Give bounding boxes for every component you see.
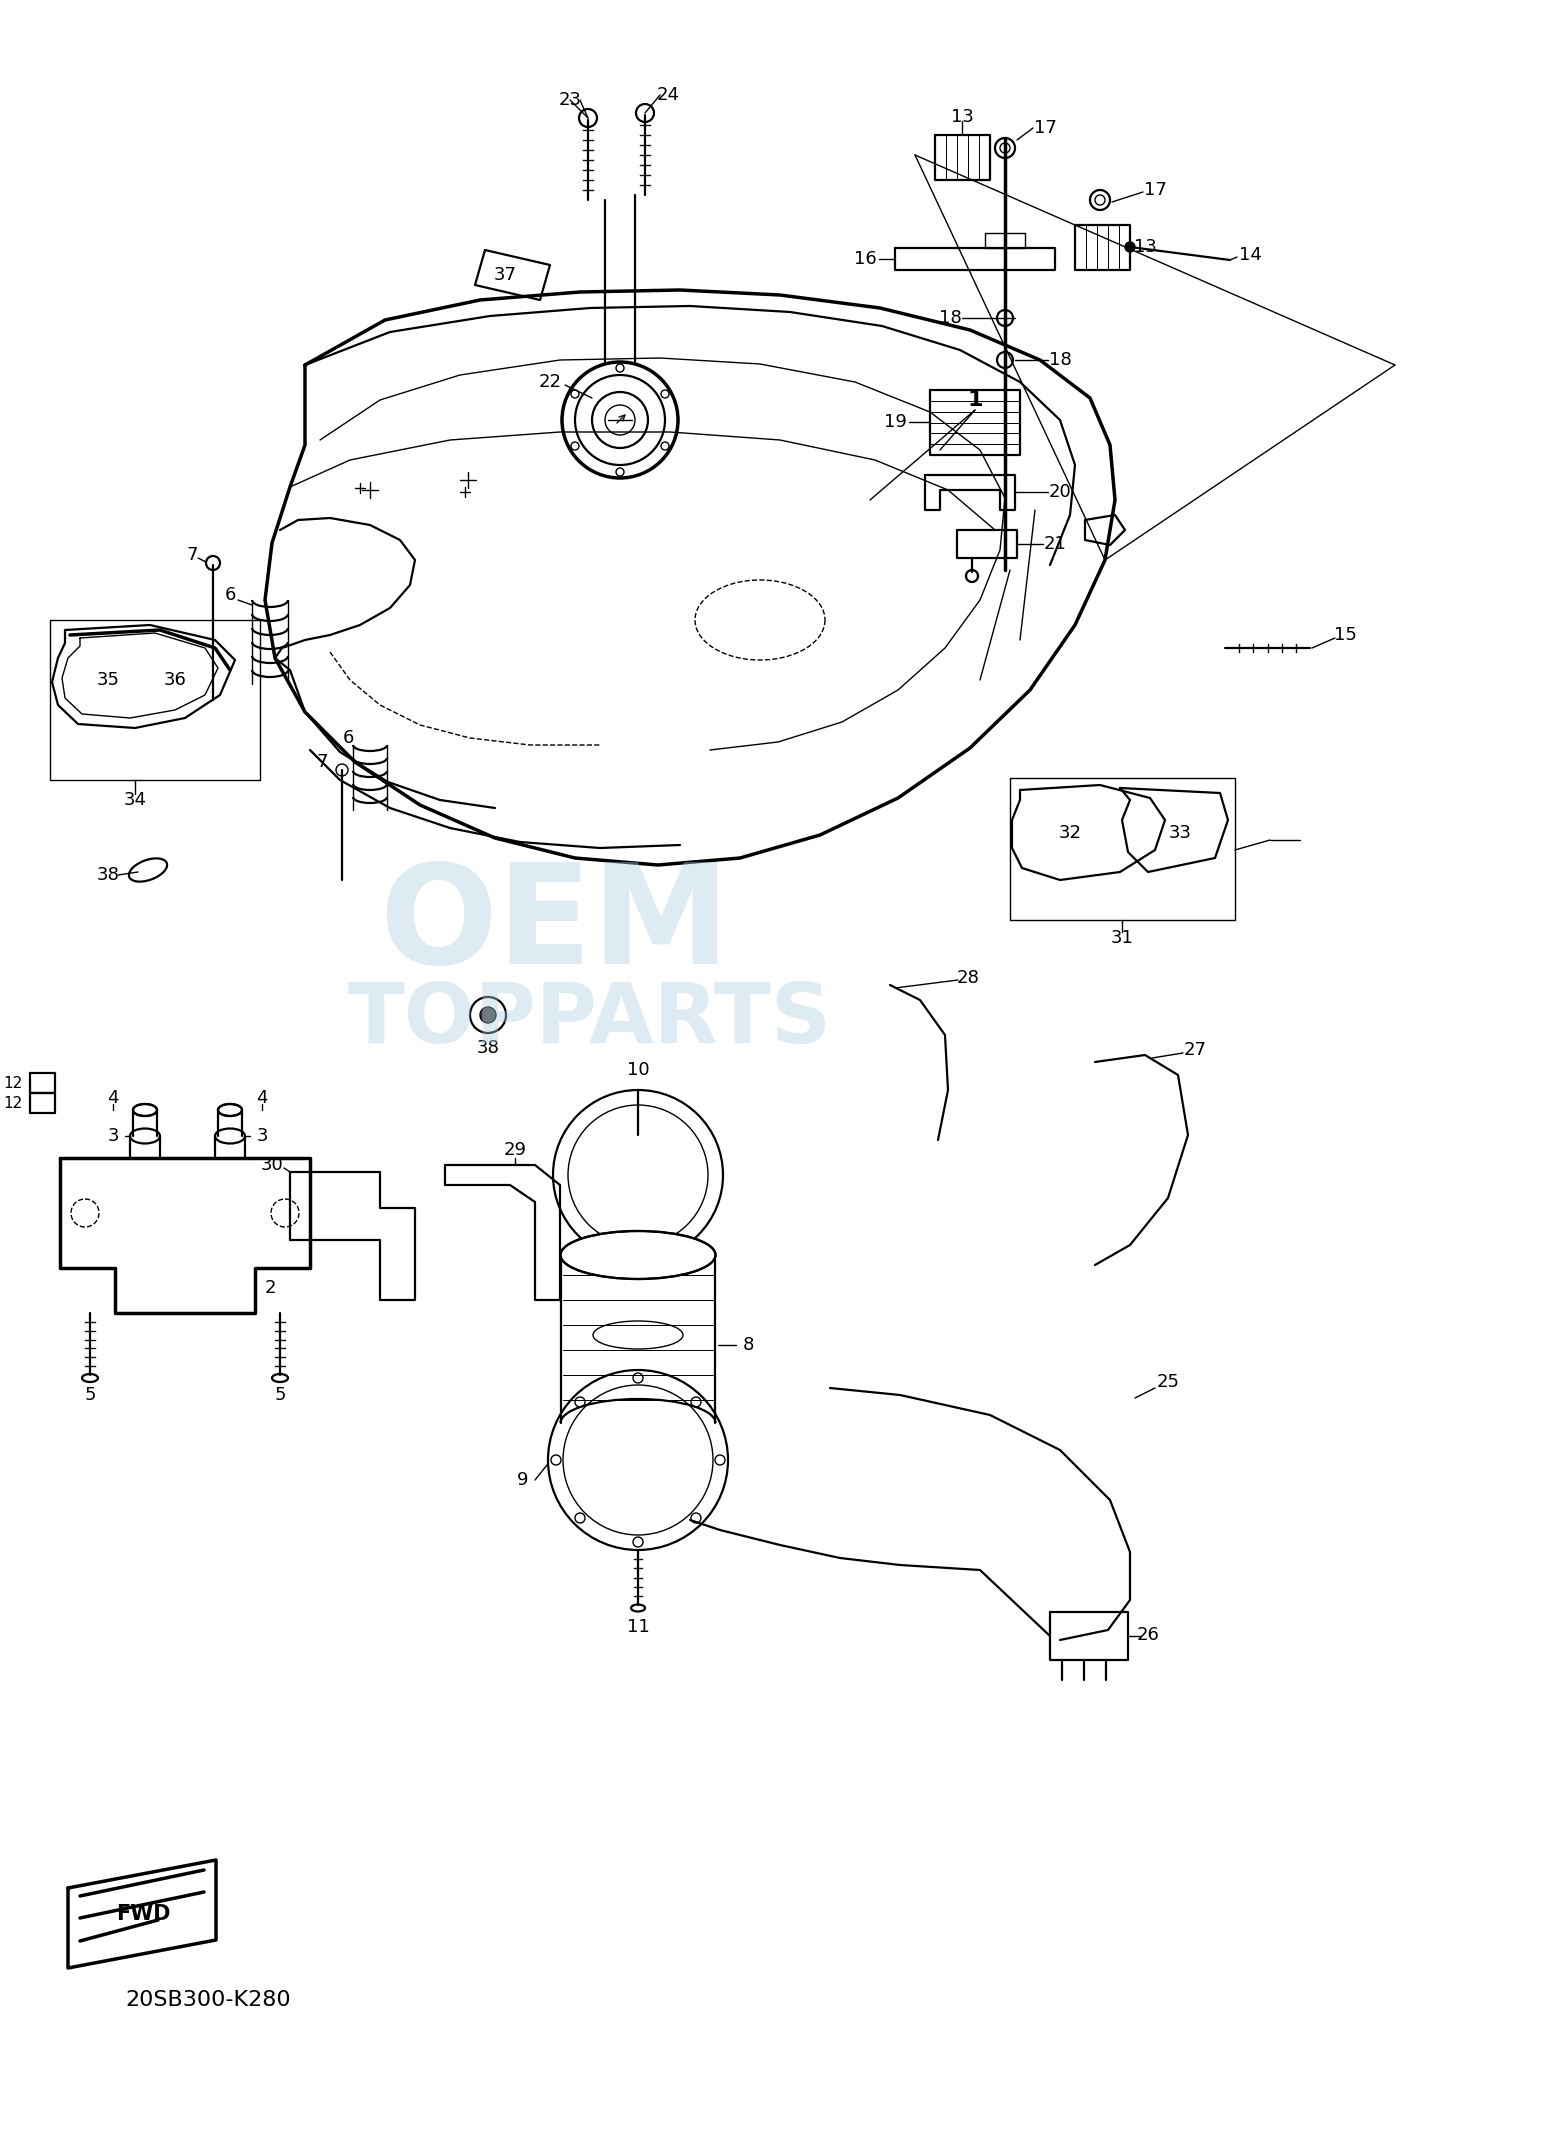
Circle shape: [480, 1007, 497, 1024]
Text: 33: 33: [1169, 824, 1192, 841]
Ellipse shape: [560, 1231, 715, 1280]
Text: 19: 19: [884, 413, 907, 430]
Text: 11: 11: [626, 1618, 649, 1635]
Text: 17: 17: [1033, 119, 1056, 136]
Text: 36: 36: [163, 671, 187, 690]
Text: 22: 22: [538, 373, 561, 392]
Text: 13: 13: [950, 109, 973, 126]
Ellipse shape: [133, 1105, 157, 1116]
Circle shape: [662, 390, 669, 398]
Text: 18: 18: [1049, 351, 1072, 368]
Text: 12: 12: [3, 1075, 23, 1090]
Text: 27: 27: [1184, 1041, 1206, 1058]
Text: 20: 20: [1049, 483, 1072, 500]
Text: 30: 30: [261, 1156, 284, 1173]
Text: 9: 9: [517, 1471, 529, 1488]
Text: 8: 8: [742, 1337, 754, 1354]
Text: 6: 6: [224, 585, 236, 605]
Text: 29: 29: [504, 1141, 526, 1158]
Text: 38: 38: [97, 867, 119, 884]
Text: 35: 35: [97, 671, 119, 690]
Text: 38: 38: [476, 1039, 500, 1056]
Text: 5: 5: [274, 1386, 285, 1403]
Text: 3: 3: [256, 1126, 268, 1145]
Text: TOPPARTS: TOPPARTS: [348, 979, 833, 1060]
Text: 25: 25: [1156, 1373, 1180, 1390]
Circle shape: [1126, 243, 1135, 251]
Text: 3: 3: [108, 1126, 119, 1145]
Text: 26: 26: [1136, 1627, 1160, 1644]
Circle shape: [662, 443, 669, 449]
Text: 6: 6: [342, 728, 353, 747]
Text: 21: 21: [1044, 534, 1067, 554]
Text: 15: 15: [1334, 626, 1357, 643]
Text: 12: 12: [3, 1096, 23, 1111]
Circle shape: [571, 443, 578, 449]
Text: 10: 10: [626, 1060, 649, 1079]
Text: 20SB300-K280: 20SB300-K280: [125, 1991, 290, 2010]
Text: 31: 31: [1110, 928, 1133, 947]
Text: 24: 24: [657, 85, 680, 104]
Text: 2: 2: [264, 1280, 276, 1297]
Text: 7: 7: [187, 545, 197, 564]
Text: OEM: OEM: [379, 858, 731, 992]
Text: 16: 16: [854, 249, 876, 268]
Text: 7: 7: [316, 754, 328, 771]
Text: 1: 1: [967, 390, 982, 411]
Text: FWD: FWD: [116, 1903, 170, 1925]
Text: 37: 37: [493, 266, 517, 283]
Text: 18: 18: [939, 309, 961, 328]
Text: 5: 5: [85, 1386, 96, 1403]
Text: 4: 4: [108, 1090, 119, 1107]
Text: 4: 4: [256, 1090, 268, 1107]
Circle shape: [615, 468, 625, 477]
Text: 28: 28: [956, 969, 979, 988]
Text: 17: 17: [1144, 181, 1166, 198]
Text: 13: 13: [1133, 238, 1156, 255]
Ellipse shape: [217, 1105, 242, 1116]
Text: 14: 14: [1238, 247, 1261, 264]
Text: 23: 23: [558, 92, 581, 109]
Text: 32: 32: [1058, 824, 1081, 841]
Circle shape: [571, 390, 578, 398]
Text: 34: 34: [123, 792, 146, 809]
Circle shape: [615, 364, 625, 373]
